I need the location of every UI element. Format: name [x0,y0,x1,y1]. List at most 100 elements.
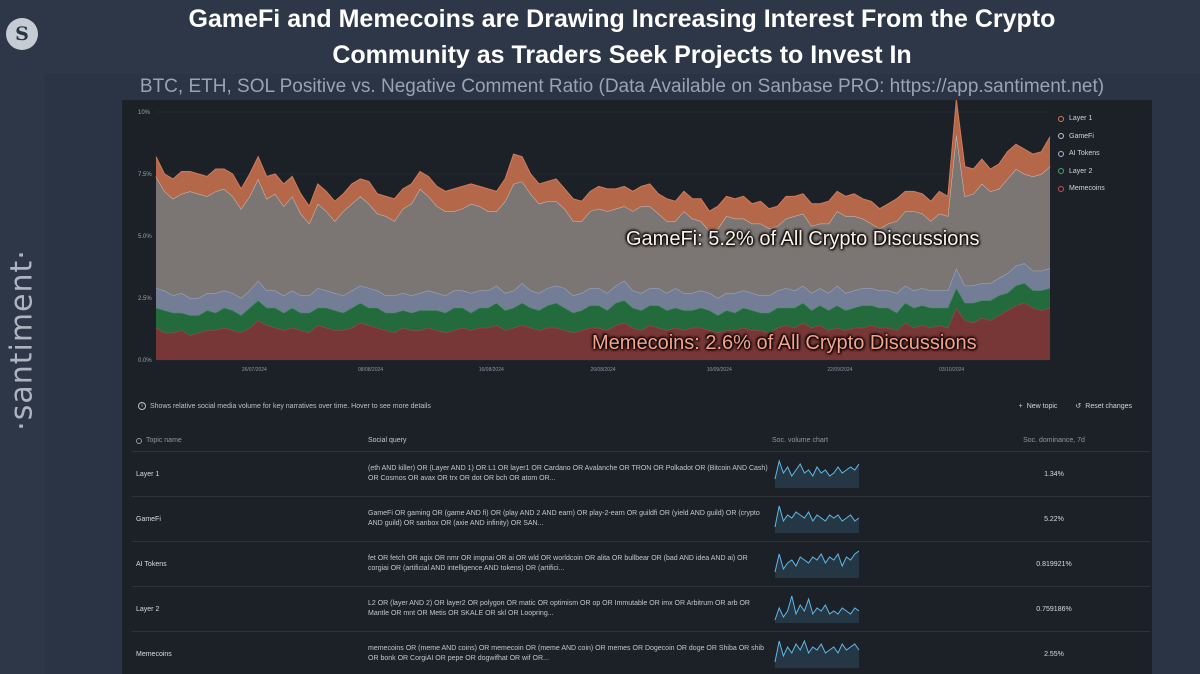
volume-sparkline [768,456,958,492]
legend-label: GameFi [1069,132,1094,140]
memecoins-annotation: Memecoins: 2.6% of All Crypto Discussion… [592,332,977,354]
header-dominance[interactable]: Soc. dominance, 7d [1023,437,1085,444]
header-topic-label: Topic name [146,437,182,444]
social-query: L2 OR (layer AND 2) OR layer2 OR polygon… [368,600,750,617]
info-text: Shows relative social media volume for k… [150,402,431,410]
table-header: Topic name Social query Soc. volume char… [132,430,1150,452]
social-query: memecoins OR (meme AND coins) OR memecoi… [368,645,765,662]
legend-item-ai-tokens[interactable]: AI Tokens [1058,145,1105,163]
legend-item-layer2[interactable]: Layer 2 [1058,163,1105,181]
reset-label: Reset changes [1085,402,1132,410]
legend-item-memecoins[interactable]: Memecoins [1058,180,1105,198]
chart-panel: 0.0% 2.5% 5.0% 7.5% 10% 26/07/2024 08/08/2024 1… [122,100,1152,674]
sparkline-chart [774,639,860,668]
legend-item-gamefi[interactable]: GameFi [1058,128,1105,146]
legend-item-layer1[interactable]: Layer 1 [1058,110,1105,128]
social-query: fet OR fetch OR agix OR nmr OR imgnai OR… [368,555,748,572]
plus-icon: + [1018,402,1023,410]
y-tick-label: 0.0% [138,358,152,364]
legend-label: Layer 2 [1069,167,1093,175]
title-line-2: Community as Traders Seek Projects to In… [332,41,912,69]
y-tick-label: 7.5% [138,172,152,178]
x-tick-label: 16/08/2024 [479,367,504,373]
sparkline-chart [774,595,860,623]
area-memecoins [156,302,1050,360]
sparkline-area [775,461,859,488]
topic-name: AI Tokens [136,560,167,568]
sparkline-line [774,595,860,621]
legend-label: Layer 1 [1069,115,1093,123]
sparkline-chart [774,459,860,488]
sparkline-line [774,550,860,573]
info-icon: i [138,402,146,410]
volume-sparkline [768,501,958,537]
line-layer-1 [155,100,1051,212]
sparkline-area [775,641,859,668]
left-brand-bar: S ·santiment· [0,0,44,674]
search-icon [136,437,142,444]
area-layer-2 [156,283,1050,336]
topic-name: Memecoins [136,650,172,658]
volume-sparkline [768,546,958,582]
topic-name: Layer 1 [136,470,160,478]
y-tick-label: 5.0% [138,234,152,240]
sparkline-line [774,459,860,480]
reset-changes-button[interactable]: ↺ Reset changes [1075,402,1132,411]
info-row: i Shows relative social media volume for… [138,402,431,410]
title-line-1: GameFi and Memecoins are Drawing Increas… [188,5,1056,33]
legend-label: Memecoins [1069,185,1105,193]
topic-name: Layer 2 [136,605,160,613]
new-topic-label: New topic [1026,402,1058,410]
x-tick-label: 03/10/2024 [939,367,964,373]
stacked-area-chart[interactable]: 0.0% 2.5% 5.0% 7.5% 10% 26/07/2024 08/08/2024 1… [122,100,1152,390]
header-volume-chart: Soc. volume chart [772,437,829,444]
topic-name: GameFi [136,515,161,523]
dominance-value: 5.22% [1044,515,1064,523]
topics-table: Topic name Social query Soc. volume char… [132,430,1150,674]
table-row[interactable]: Layer 2 L2 OR (layer AND 2) OR layer2 OR… [132,587,1150,632]
dominance-value: 2.55% [1044,650,1064,658]
dominance-value: 0.819921% [1036,560,1072,568]
volume-sparkline [768,591,958,627]
sparkline-line [774,505,860,528]
table-row[interactable]: Memecoins memecoins OR (meme AND coins) … [132,632,1150,674]
sparkline-line [774,639,860,663]
new-topic-button[interactable]: + New topic [1019,402,1058,410]
x-tick-label: 26/08/2024 [590,367,615,373]
legend-dot-icon [1058,150,1064,157]
table-row[interactable]: GameFi GameFi OR gaming OR (game AND fi)… [132,497,1150,542]
area-gamefi [156,134,1050,298]
social-query: (eth AND killer) OR (Layer AND 1) OR L1 … [368,465,768,482]
header: GameFi and Memecoins are Drawing Increas… [44,0,1200,74]
y-tick-label: 2.5% [138,296,152,302]
y-tick-label: 10% [138,110,151,116]
legend-dot-icon [1058,115,1064,122]
legend-label: AI Tokens [1069,150,1100,158]
subtitle: BTC, ETH, SOL Positive vs. Negative Comm… [139,76,1105,97]
header-topic-name[interactable]: Topic name [132,437,368,444]
volume-sparkline [768,636,958,672]
sparkline-area [775,551,859,578]
area-layer-1 [156,100,1050,232]
area-ai-tokens [156,263,1050,316]
chart-legend: Layer 1 GameFi AI Tokens Layer 2 Memecoi… [1058,110,1105,198]
santiment-wordmark: ·santiment· [4,249,40,431]
sparkline-chart [774,505,860,533]
sparkline-area [775,596,859,623]
santiment-logo-icon: S [6,18,38,50]
legend-dot-icon [1058,168,1064,175]
legend-dot-icon [1058,185,1064,192]
legend-dot-icon [1058,133,1064,140]
x-tick-label: 22/09/2024 [827,367,852,373]
table-row[interactable]: Layer 1 (eth AND killer) OR (Layer AND 1… [132,452,1150,497]
chart-actions: + New topic ↺ Reset changes [1019,402,1132,411]
table-row[interactable]: AI Tokens fet OR fetch OR agix OR nmr OR… [132,542,1150,587]
sparkline-area [775,506,859,533]
reset-icon: ↺ [1075,403,1082,410]
x-tick-label: 10/09/2024 [707,367,732,373]
header-social-query: Social query [368,436,407,444]
sparkline-chart [774,550,860,578]
dominance-value: 0.759186% [1036,605,1072,613]
x-tick-label: 26/07/2024 [242,367,267,373]
x-tick-label: 08/08/2024 [358,367,383,373]
